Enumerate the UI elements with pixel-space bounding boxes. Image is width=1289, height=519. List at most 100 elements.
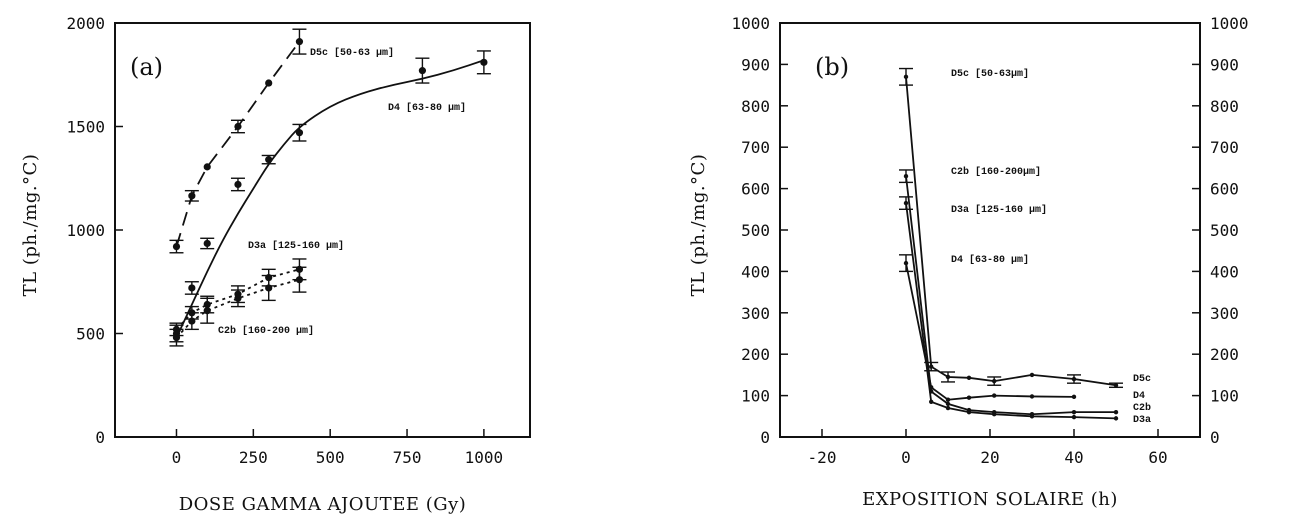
data-point <box>1071 376 1077 382</box>
data-point <box>1029 414 1035 419</box>
plot-frame <box>114 22 531 438</box>
data-point <box>903 200 909 206</box>
series-d3a <box>899 196 1119 421</box>
data-point <box>1113 409 1119 415</box>
data-point <box>1029 394 1035 399</box>
y-tick-label-right: 600 <box>1210 180 1239 199</box>
series-line <box>905 262 1075 401</box>
x-tick-label: -20 <box>808 448 837 467</box>
y-tick-label: 700 <box>741 138 770 157</box>
series-line <box>905 176 1116 416</box>
series-end-label: D5c <box>1133 374 1151 385</box>
data-point <box>903 260 909 266</box>
y-tick-label: 500 <box>76 325 105 344</box>
x-tick-label: 60 <box>1148 448 1167 467</box>
x-tick-label: 1000 <box>465 448 504 467</box>
series-annotation: D5c [50-63μm] <box>951 68 1029 80</box>
data-point <box>265 156 273 164</box>
y-axis-label: TL (ph./mg.°C) <box>688 154 709 297</box>
data-point <box>265 79 273 87</box>
y-tick-label: 600 <box>741 180 770 199</box>
data-point <box>203 163 211 171</box>
series-line <box>175 278 300 339</box>
series-annotation: D4 [63-80 μm] <box>951 254 1029 266</box>
series-annotation: D5c [50-63 μm] <box>310 47 394 59</box>
panel-label: (a) <box>130 53 163 81</box>
data-point <box>480 58 488 66</box>
data-point <box>945 397 951 402</box>
series-annotation: D4 [63-80 μm] <box>388 102 466 114</box>
y-tick-label-right: 300 <box>1210 304 1239 323</box>
series-annotation: D3a [125-160 μm] <box>248 240 344 252</box>
y-tick-label: 2000 <box>66 14 105 33</box>
y-tick-label: 100 <box>741 387 770 406</box>
data-point <box>966 395 972 400</box>
y-tick-label-right: 700 <box>1210 138 1239 157</box>
data-point <box>172 242 181 251</box>
y-tick-label-right: 500 <box>1210 221 1239 240</box>
series-end-label: D4 <box>1133 391 1145 402</box>
y-tick-label: 0 <box>95 428 105 447</box>
data-point <box>945 405 951 411</box>
data-point <box>172 334 181 342</box>
y-tick-label: 1000 <box>66 221 105 240</box>
data-point <box>992 412 997 417</box>
y-tick-label-right: 800 <box>1210 97 1239 116</box>
x-axis-label: EXPOSITION SOLAIRE (h) <box>862 489 1118 510</box>
panel-label: (b) <box>815 53 849 81</box>
data-point <box>295 38 304 46</box>
chart-panel-a: 0 500 1000 1500 2000 0 250 500 750 1000 DOSE GAMMA… <box>20 14 531 515</box>
x-axis-label: DOSE GAMMA AJOUTEE (Gy) <box>179 494 467 515</box>
data-point <box>1071 394 1077 400</box>
y-tick-label-right: 400 <box>1210 262 1239 281</box>
data-point <box>234 180 242 189</box>
series-line <box>905 76 1117 387</box>
x-tick-label: 750 <box>393 448 422 467</box>
y-tick-label-right: 0 <box>1210 428 1220 447</box>
data-point <box>945 401 951 407</box>
x-tick-label: 0 <box>172 448 182 467</box>
y-axis-label: TL (ph./mg.°C) <box>20 154 41 297</box>
data-point <box>929 385 934 390</box>
x-tick-label: 500 <box>316 448 345 467</box>
y-tick-label-right: 900 <box>1210 55 1239 74</box>
y-tick-label: 400 <box>741 262 770 281</box>
series-end-label: C2b <box>1133 402 1151 414</box>
data-point <box>188 317 196 325</box>
series-annotation: D3a [125-160 μm] <box>951 204 1047 216</box>
x-tick-label: 20 <box>980 448 999 467</box>
data-point <box>1113 416 1119 421</box>
data-point <box>903 173 909 179</box>
data-point <box>1029 372 1035 378</box>
series-line <box>175 59 485 339</box>
series-end-label: D3a <box>1133 415 1151 426</box>
data-point <box>234 122 242 131</box>
y-tick-label: 1000 <box>731 14 770 33</box>
x-tick-label: 40 <box>1064 448 1083 467</box>
series-line <box>175 41 301 247</box>
data-point <box>992 378 997 384</box>
y-tick-label: 900 <box>741 55 770 74</box>
series-annotation: C2b [160-200 μm] <box>218 325 314 337</box>
x-tick-label: 250 <box>239 448 268 467</box>
data-point <box>945 374 951 380</box>
data-point <box>966 409 972 415</box>
data-point <box>295 129 304 137</box>
y-tick-label: 500 <box>741 221 770 240</box>
series-d4 <box>899 254 1077 402</box>
series-line <box>905 202 1117 420</box>
data-point <box>265 284 273 292</box>
data-point <box>1113 383 1119 388</box>
data-point <box>234 294 242 302</box>
series-d5c <box>899 67 1123 389</box>
y-tick-label-right: 1000 <box>1210 14 1249 33</box>
series-d4 <box>169 50 491 343</box>
y-tick-label: 0 <box>760 428 770 447</box>
data-point <box>203 307 211 315</box>
data-point <box>966 375 972 380</box>
y-tick-label: 200 <box>741 345 770 364</box>
series-c2b <box>169 266 307 347</box>
data-point <box>929 364 934 369</box>
